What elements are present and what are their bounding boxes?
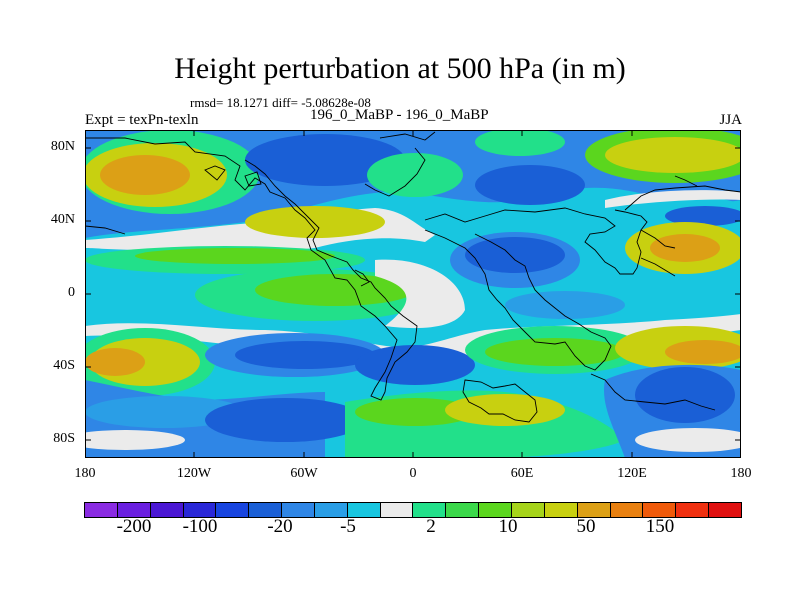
colorbar-swatch	[676, 503, 710, 517]
colorbar-swatch	[216, 503, 250, 517]
y-tick-label: 40S	[53, 358, 75, 373]
colorbar-swatch	[150, 503, 184, 517]
colorbar-swatch	[413, 503, 447, 517]
y-tick-label: 0	[68, 285, 75, 300]
colorbar-label: 50	[576, 516, 596, 537]
colorbar-swatch	[610, 503, 644, 517]
y-tick-label: 80S	[53, 431, 75, 446]
x-tick-label: 180	[730, 466, 752, 481]
x-tick-label: 60W	[290, 466, 318, 481]
y-tick-label: 80N	[50, 139, 75, 154]
experiment-label: Expt = texPn-texln	[85, 112, 199, 128]
stats-label: rmsd= 18.1271 diff= -5.08628e-08	[190, 95, 371, 110]
x-tick-label: 180	[74, 466, 96, 481]
colorbar-label: -20	[267, 516, 293, 537]
colorbar-swatch	[183, 503, 217, 517]
colorbar-label: -5	[340, 516, 356, 537]
colorbar-swatch	[314, 503, 348, 517]
x-tick-label: 120W	[176, 466, 212, 481]
plot-title: Height perturbation at 500 hPa (in m)	[174, 52, 626, 85]
colorbar-swatch	[85, 503, 118, 517]
x-tick-label: 0	[409, 466, 417, 481]
x-tick-label: 60E	[510, 466, 534, 481]
colorbar-swatch	[544, 503, 578, 517]
tick-marks	[85, 130, 741, 458]
season-label: JJA	[719, 112, 742, 128]
colorbar-label: 10	[498, 516, 518, 537]
colorbar-label: -200	[116, 516, 152, 537]
colorbar-swatch	[479, 503, 512, 517]
x-tick-label: 120E	[617, 466, 647, 481]
colorbar-swatch	[577, 503, 611, 517]
colorbar-swatch	[380, 503, 414, 517]
colorbar-label: -100	[182, 516, 218, 537]
map-panel	[85, 130, 741, 458]
colorbar-swatch	[511, 503, 545, 517]
colorbar-label: 150	[645, 516, 675, 537]
colorbar-swatch	[117, 503, 151, 517]
colorbar	[84, 502, 742, 518]
colorbar-swatch	[709, 503, 741, 517]
case-label: 196_0_MaBP - 196_0_MaBP	[310, 107, 489, 123]
colorbar-swatch	[249, 503, 283, 517]
colorbar-label: 2	[426, 516, 436, 537]
y-tick-label: 40N	[50, 212, 75, 227]
colorbar-swatch	[347, 503, 381, 517]
colorbar-swatch	[282, 503, 315, 517]
contour-field	[85, 130, 741, 458]
colorbar-swatch	[446, 503, 480, 517]
coastlines	[85, 131, 741, 423]
colorbar-swatch	[643, 503, 677, 517]
